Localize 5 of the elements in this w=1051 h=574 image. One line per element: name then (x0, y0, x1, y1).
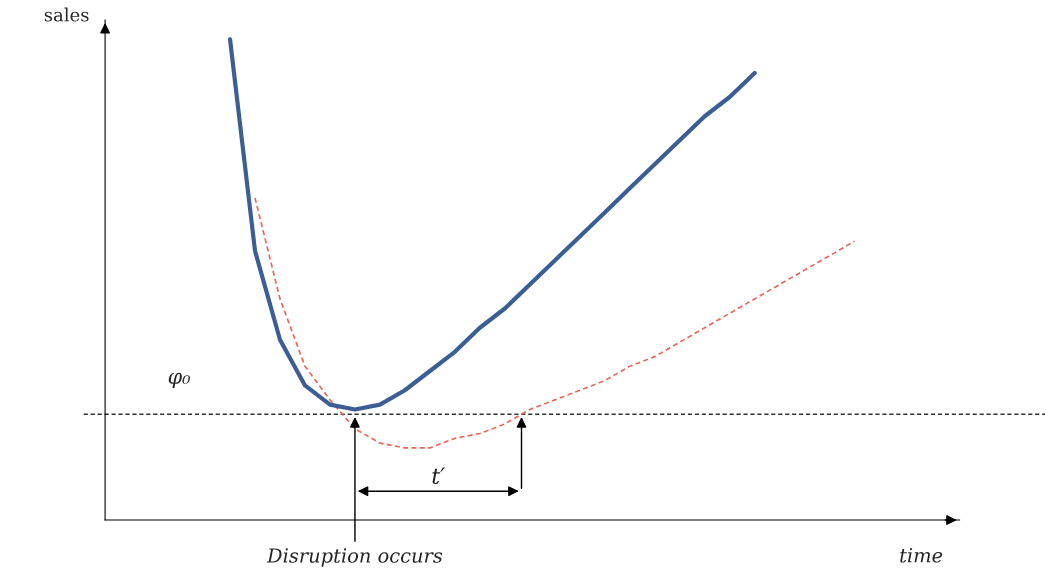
y-axis-title: sales (44, 7, 89, 22)
text: Disruption occurs (266, 548, 443, 567)
annotation: t′ (432, 467, 446, 485)
ref-line-label: φ₀ (168, 372, 190, 389)
x-axis-title: time (900, 548, 943, 563)
